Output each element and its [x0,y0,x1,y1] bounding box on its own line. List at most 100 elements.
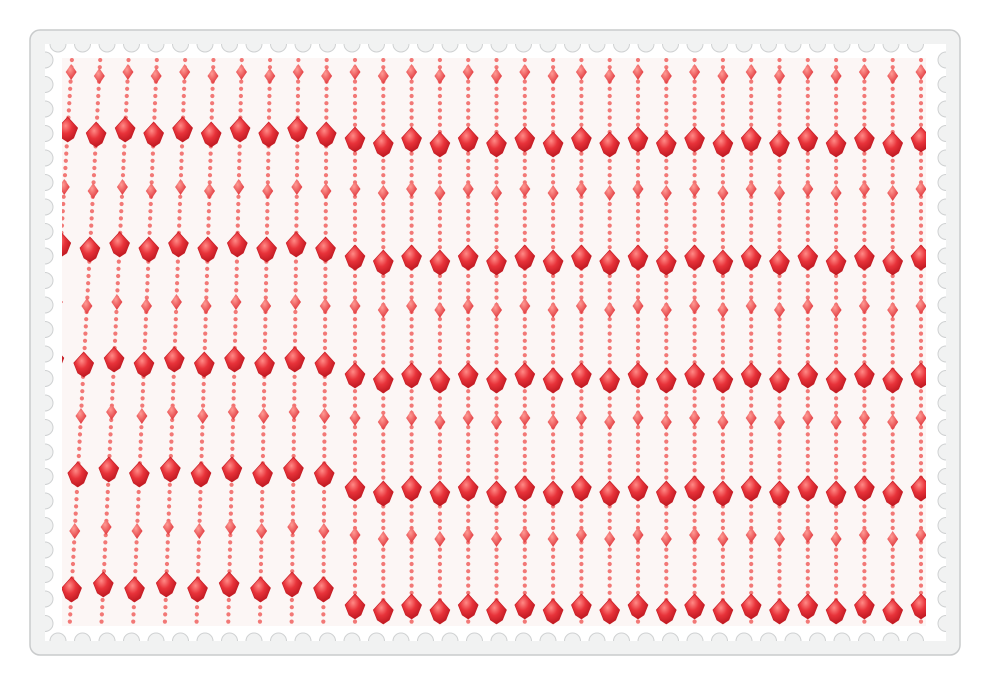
chain-bead [692,360,697,365]
chain-bead [551,590,556,595]
chain-bead [203,324,208,329]
chain-bead [234,259,240,264]
chain-bead [86,273,91,279]
chain-bead [607,410,612,415]
chain-bead [522,403,527,408]
chain-bead [579,453,584,459]
chain-bead [466,331,471,336]
small-bead [319,298,331,314]
chain-bead [749,108,754,113]
chain-bead [321,619,326,624]
big-bead [655,131,677,158]
chain-bead [494,569,499,574]
chain-bead [324,58,329,63]
chain-bead [437,345,442,351]
chain-bead [805,324,810,329]
big-bead [250,576,271,603]
perforation [937,615,946,632]
chain-bead [381,201,386,207]
chain-bead [551,237,556,243]
chain-bead [579,223,584,228]
chain-bead [165,554,170,559]
chain-bead [139,425,144,430]
big-bead [193,351,215,378]
chain-bead [749,317,754,322]
chain-bead [494,201,499,207]
chain-bead [635,108,641,113]
chain-bead [103,533,108,538]
chain-bead [466,425,471,430]
chain-bead [133,569,138,574]
chain-bead [664,583,669,588]
chain-bead [466,115,471,120]
chain-bead [890,245,895,250]
chain-bead [805,173,810,178]
big-bead [571,475,592,502]
chain-bead [466,288,471,293]
chain-bead [437,331,442,336]
chain-bead [208,165,213,171]
chain-bead [635,439,641,444]
chain-bead [266,115,272,120]
chain-bead [233,324,238,329]
small-bead [260,298,272,314]
big-bead [655,367,677,394]
chain-bead [635,403,641,408]
chain-bead [579,345,584,351]
chain-bead [664,590,669,595]
chain-bead [173,309,179,315]
chain-bead [890,288,895,293]
chain-bead [409,317,414,322]
perforation [937,76,946,93]
chain-bead [522,461,527,466]
big-bead [79,236,101,263]
chain-bead [437,281,442,286]
chain-bead [74,497,79,502]
perforation [937,321,946,338]
chain-bead [409,295,414,300]
chain-bead [635,223,641,228]
chain-bead [95,108,100,113]
chain-bead [805,403,810,408]
chain-bead [381,223,386,228]
chain-bead [692,583,697,588]
big-bead [882,598,904,625]
big-bead [133,351,155,378]
chain-bead [140,403,145,408]
chain-bead [918,115,924,120]
chain-bead [409,547,414,552]
chain-bead [409,209,414,214]
chain-bead [918,389,924,394]
chain-bead [890,475,895,480]
chain-bead [635,338,641,343]
big-bead [401,362,422,389]
small-bead [915,410,926,426]
chain-bead [664,165,669,171]
chain-bead [68,605,73,610]
chain-bead [890,590,895,595]
chain-bead [263,281,269,286]
chain-bead [494,396,499,401]
chain-bead [148,201,153,207]
chain-bead [918,345,924,351]
chain-bead [106,482,111,487]
small-bead [660,185,672,201]
chain-bead [199,453,204,459]
perforation [45,149,54,167]
chain-bead [437,115,442,120]
chain-bead [918,58,924,63]
chain-bead [466,511,471,516]
chain-bead [551,201,556,207]
chain-bead [141,381,146,387]
chain-bead [437,439,442,444]
chain-bead [437,576,442,581]
chain-bead [834,518,839,523]
chain-bead [409,324,414,329]
small-bead [100,519,112,535]
big-bead [740,126,762,153]
chain-bead [173,324,178,329]
chain-bead [522,518,527,523]
chain-bead [777,583,782,588]
perforation [45,345,54,363]
